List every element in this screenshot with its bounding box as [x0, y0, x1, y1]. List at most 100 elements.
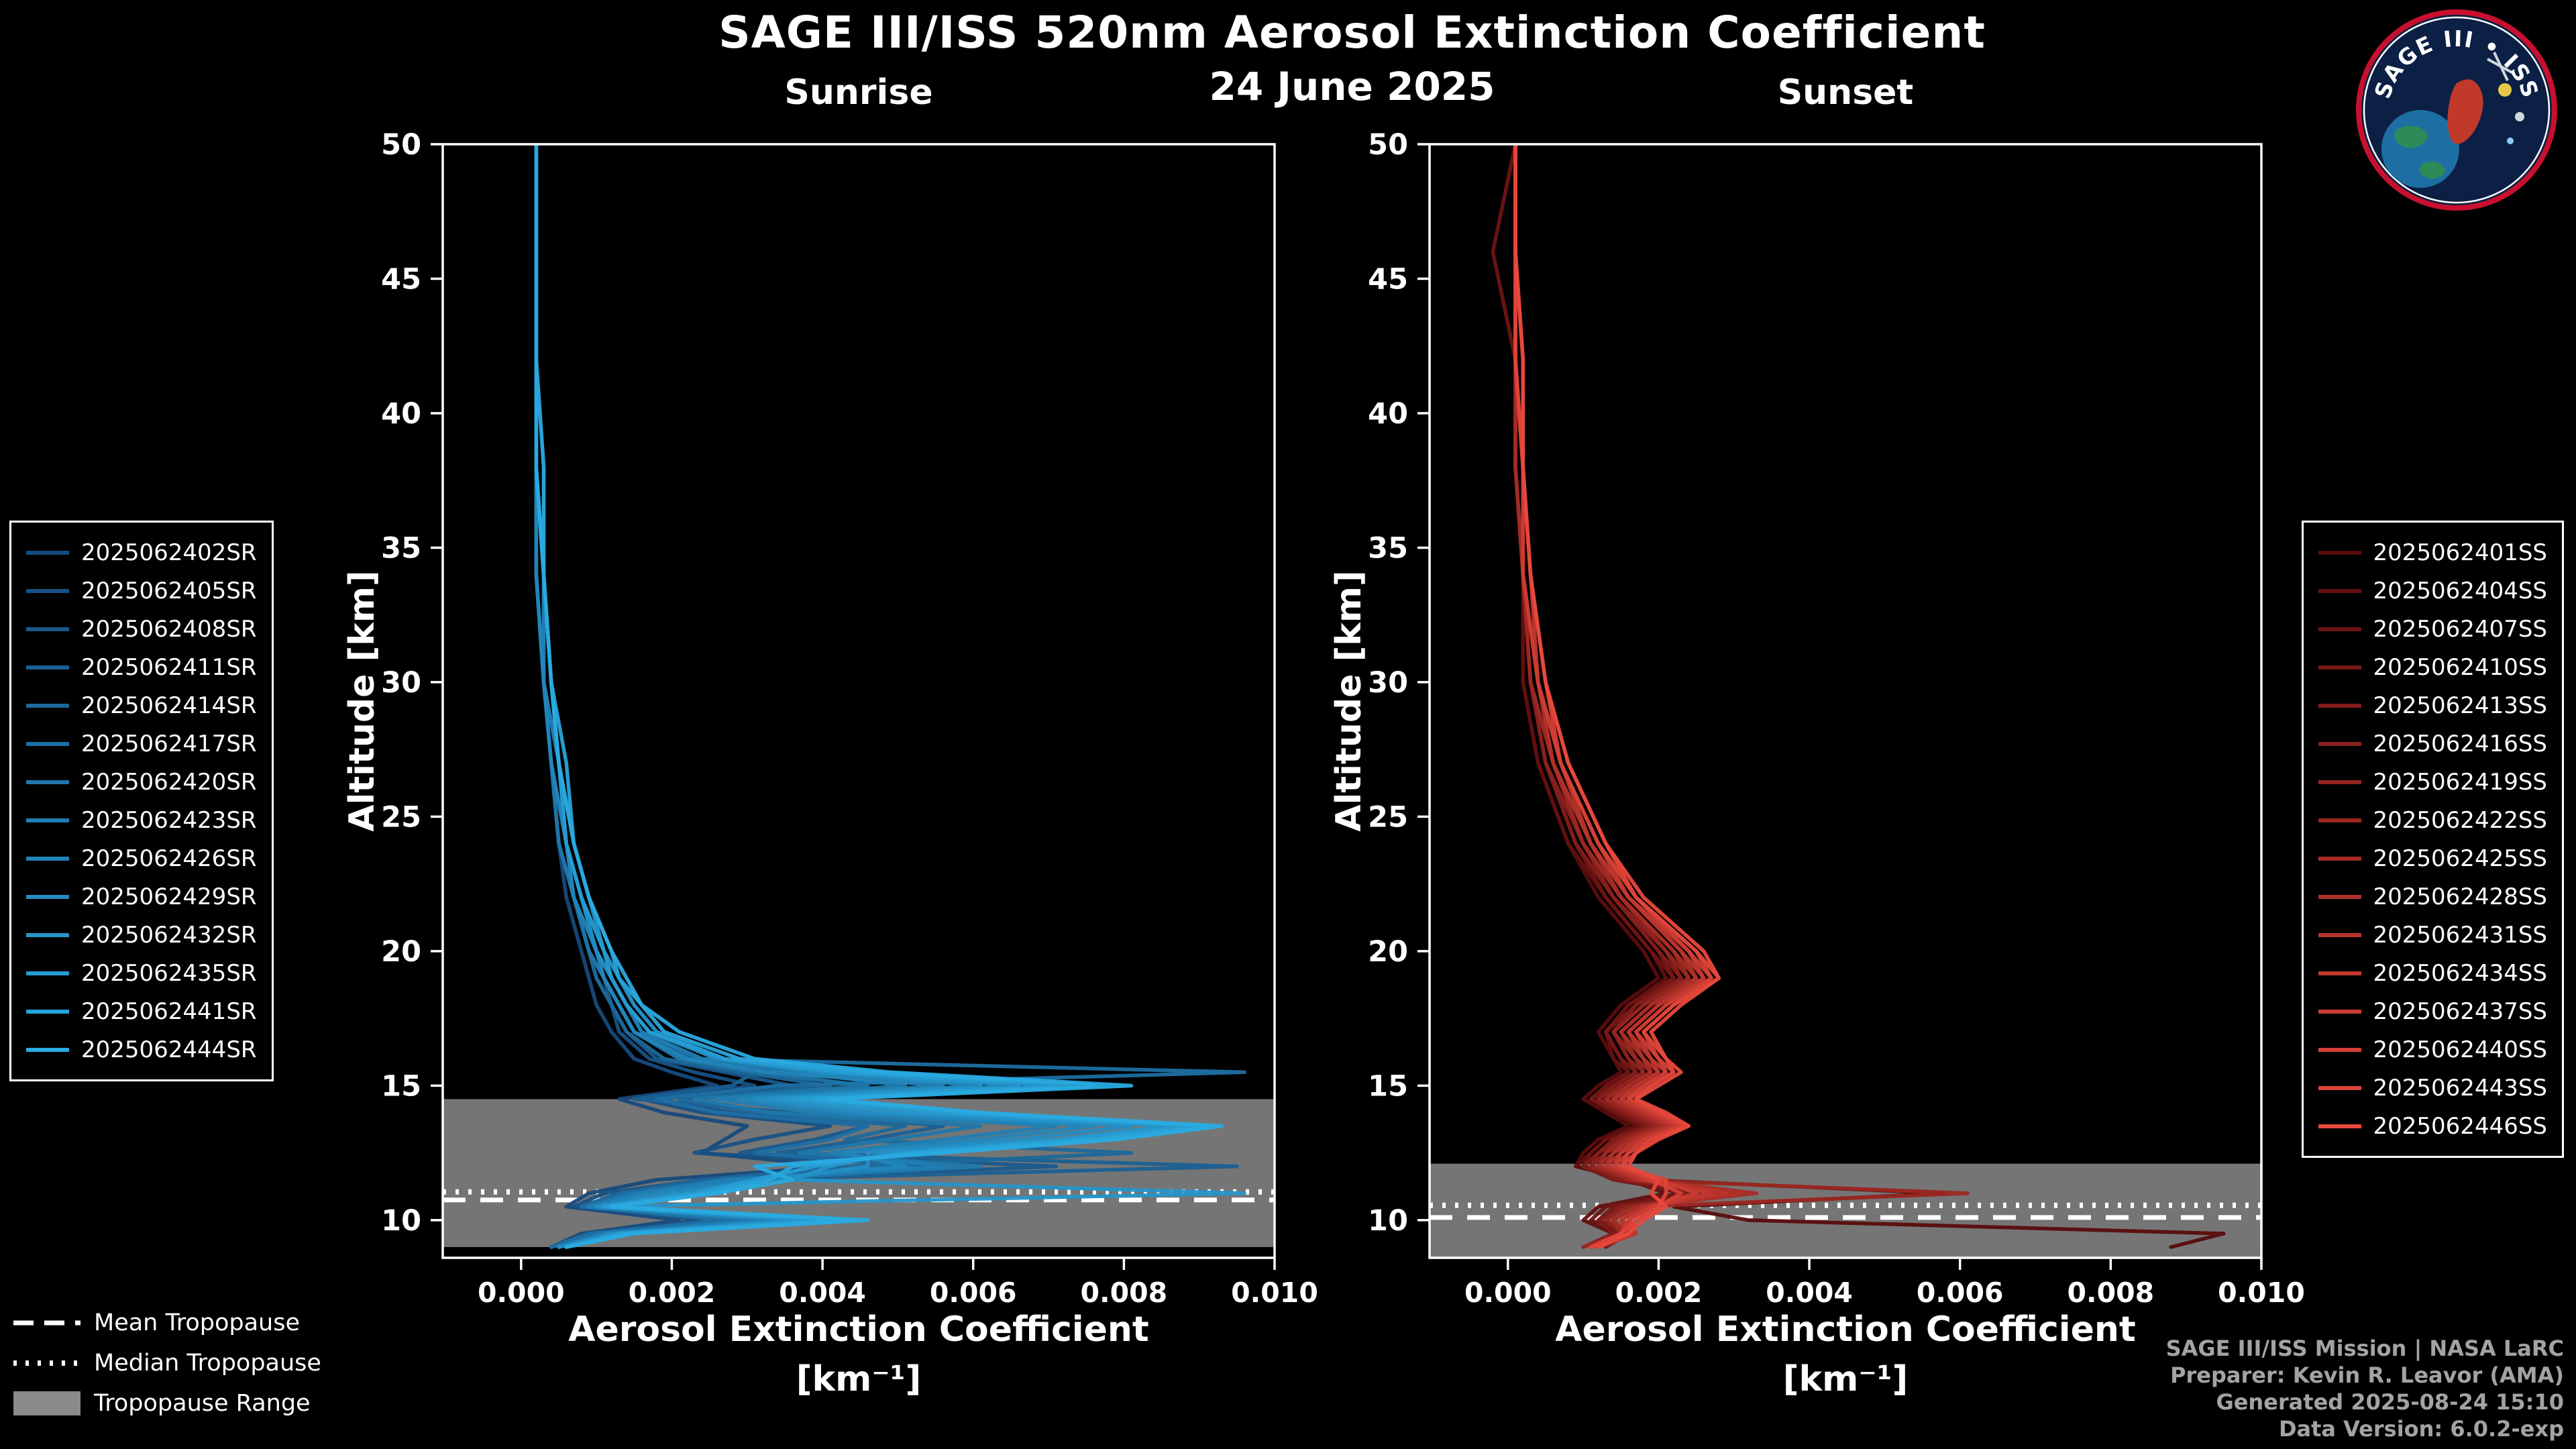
- sunrise-x-axis-label: Aerosol Extinction Coefficient: [568, 1309, 1149, 1350]
- legend-item: 2025062440SS: [2318, 1030, 2547, 1069]
- tropopause-legend: Mean Tropopause Median Tropopause Tropop…: [13, 1303, 321, 1424]
- legend-line-swatch: [2318, 1124, 2361, 1128]
- legend-label: 2025062420SR: [81, 768, 257, 796]
- legend-line-swatch: [26, 1009, 69, 1014]
- legend-item: 2025062446SS: [2318, 1107, 2547, 1145]
- legend-label: 2025062435SR: [81, 959, 257, 987]
- svg-text:10: 10: [381, 1204, 421, 1238]
- legend-line-swatch: [26, 971, 69, 975]
- legend-item: 2025062431SS: [2318, 916, 2547, 954]
- legend-line-swatch: [2318, 818, 2361, 822]
- svg-text:20: 20: [381, 935, 421, 969]
- sunrise-plot: 0.000 0.002 0.004 0.006 0.008 0.010 10 15 20 25 30…: [381, 128, 1318, 1309]
- figure-title: SAGE III/ISS 520nm Aerosol Extinction Co…: [718, 7, 1986, 58]
- svg-text:0.008: 0.008: [1081, 1277, 1168, 1309]
- svg-text:30: 30: [381, 666, 421, 700]
- legend-line-swatch: [26, 780, 69, 784]
- legend-item: 2025062416SS: [2318, 724, 2547, 763]
- legend-label: 2025062446SS: [2373, 1112, 2547, 1140]
- legend-item: 2025062401SS: [2318, 533, 2547, 572]
- svg-text:0.000: 0.000: [1464, 1277, 1552, 1309]
- legend-line-swatch: [26, 665, 69, 669]
- legend-label: 2025062431SS: [2373, 921, 2547, 949]
- legend-label: 2025062441SR: [81, 998, 257, 1025]
- sunrise-y-axis-label: Altitude [km]: [342, 570, 382, 832]
- legend-label: 2025062443SS: [2373, 1074, 2547, 1102]
- legend-label: 2025062407SS: [2373, 615, 2547, 643]
- legend-line-swatch: [2318, 1009, 2361, 1014]
- legend-line-swatch: [2318, 856, 2361, 861]
- credit-preparer: Preparer: Kevin R. Leavor (AMA): [2170, 1362, 2564, 1388]
- legend-line-swatch: [2318, 1047, 2361, 1052]
- legend-item: 2025062429SR: [26, 877, 257, 916]
- svg-text:40: 40: [381, 397, 421, 431]
- median-tropopause-legend-item: Median Tropopause: [13, 1343, 321, 1383]
- sunset-x-axis-label: Aerosol Extinction Coefficient: [1555, 1309, 2136, 1350]
- legend-item: 2025062444SR: [26, 1030, 257, 1069]
- legend-label: 2025062437SS: [2373, 998, 2547, 1025]
- tropopause-range-legend-item: Tropopause Range: [13, 1383, 321, 1424]
- svg-text:50: 50: [381, 128, 421, 162]
- legend-label: 2025062408SR: [81, 615, 257, 643]
- panel-title-sunrise: Sunrise: [784, 72, 933, 113]
- legend-item: 2025062411SR: [26, 648, 257, 686]
- legend-label: 2025062423SR: [81, 806, 257, 834]
- legend-item: 2025062417SR: [26, 724, 257, 763]
- legend-line-swatch: [26, 703, 69, 708]
- legend-label: 2025062428SS: [2373, 883, 2547, 910]
- svg-text:0.002: 0.002: [1615, 1277, 1703, 1309]
- legend-label: 2025062429SR: [81, 883, 257, 910]
- legend-item: 2025062407SS: [2318, 610, 2547, 648]
- legend-label: 2025062401SS: [2373, 539, 2547, 566]
- sunset-plot: 0.000 0.002 0.004 0.006 0.008 0.010 10 15 20 25 30…: [1368, 128, 2305, 1309]
- sunset-x-axis-unit: [km⁻¹]: [1782, 1359, 1909, 1399]
- legend-line-swatch: [2318, 1085, 2361, 1090]
- legend-item: 2025062428SS: [2318, 877, 2547, 916]
- legend-item: 2025062402SR: [26, 533, 257, 572]
- legend-label: 2025062411SR: [81, 653, 257, 681]
- legend-item: 2025062432SR: [26, 916, 257, 954]
- credits: SAGE III/ISS Mission | NASA LaRC Prepare…: [2166, 1335, 2564, 1442]
- logo-figure-icon: [2447, 79, 2483, 144]
- panel-title-sunset: Sunset: [1777, 72, 1914, 113]
- legend-label: 2025062413SS: [2373, 692, 2547, 719]
- legend-item: 2025062434SS: [2318, 954, 2547, 992]
- legend-item: 2025062422SS: [2318, 801, 2547, 839]
- svg-text:15: 15: [1368, 1069, 1408, 1103]
- legend-line-swatch: [2318, 665, 2361, 669]
- credit-data-version: Data Version: 6.0.2-exp: [2278, 1416, 2564, 1442]
- sunrise-x-axis-unit: [km⁻¹]: [796, 1359, 922, 1399]
- legend-line-swatch: [26, 932, 69, 937]
- legend-line-swatch: [26, 818, 69, 822]
- mean-tropopause-legend-item: Mean Tropopause: [13, 1303, 321, 1343]
- legend-item: 2025062420SR: [26, 763, 257, 801]
- svg-text:20: 20: [1368, 935, 1408, 969]
- legend-item: 2025062414SR: [26, 686, 257, 724]
- legend-label: 2025062434SS: [2373, 959, 2547, 987]
- svg-text:0.004: 0.004: [779, 1277, 866, 1309]
- legend-line-swatch: [26, 1047, 69, 1052]
- legend-item: 2025062443SS: [2318, 1069, 2547, 1107]
- legend-item: 2025062419SS: [2318, 763, 2547, 801]
- legend-line-swatch: [26, 894, 69, 899]
- legend-item: 2025062435SR: [26, 954, 257, 992]
- legend-line-swatch: [2318, 894, 2361, 899]
- dotted-line-swatch: [13, 1359, 80, 1367]
- legend-label: 2025062440SS: [2373, 1036, 2547, 1063]
- sunset-legend: 2025062401SS 2025062404SS 2025062407SS 2025…: [2301, 521, 2564, 1158]
- svg-text:10: 10: [1368, 1204, 1408, 1238]
- legend-label: 2025062444SR: [81, 1036, 257, 1063]
- legend-line-swatch: [26, 588, 69, 593]
- svg-text:35: 35: [1368, 531, 1408, 565]
- legend-label: 2025062405SR: [81, 577, 257, 604]
- legend-line-swatch: [2318, 550, 2361, 555]
- legend-item: 2025062425SS: [2318, 839, 2547, 877]
- legend-line-swatch: [2318, 703, 2361, 708]
- svg-text:45: 45: [381, 262, 421, 296]
- svg-text:25: 25: [1368, 800, 1408, 834]
- legend-item: 2025062413SS: [2318, 686, 2547, 724]
- legend-line-swatch: [2318, 741, 2361, 746]
- legend-label: 2025062402SR: [81, 539, 257, 566]
- credit-mission: SAGE III/ISS Mission | NASA LaRC: [2165, 1336, 2564, 1361]
